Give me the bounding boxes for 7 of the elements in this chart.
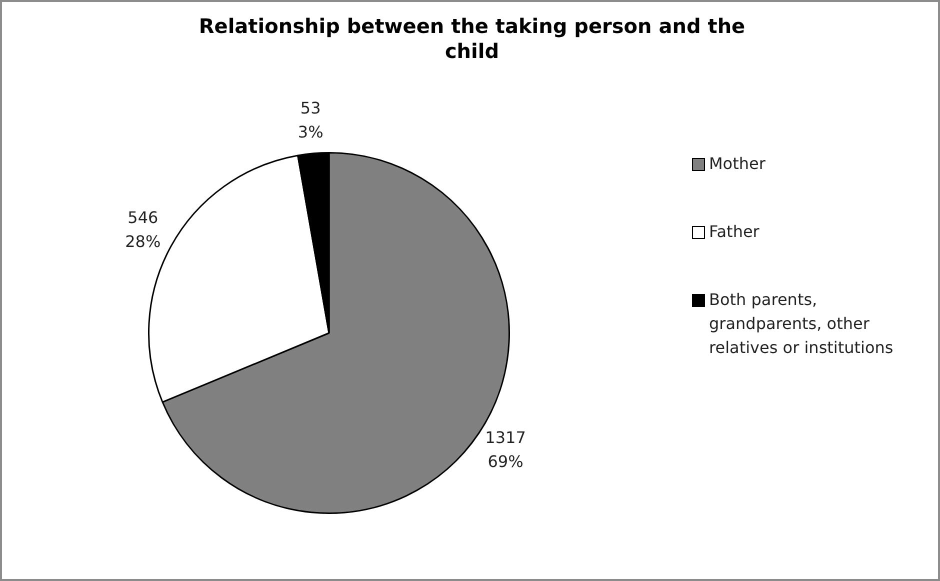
chart-title: Relationship between the taking person and the child [198,14,746,64]
legend-label: Both parents, grandparents, other relatives or institutions [709,289,894,359]
data-label: 546 28% [125,208,161,252]
data-label: 53 3% [298,98,324,142]
legend-label: Mother [709,153,766,175]
legend-label: Father [709,221,760,243]
data-label: 1317 69% [485,428,526,472]
